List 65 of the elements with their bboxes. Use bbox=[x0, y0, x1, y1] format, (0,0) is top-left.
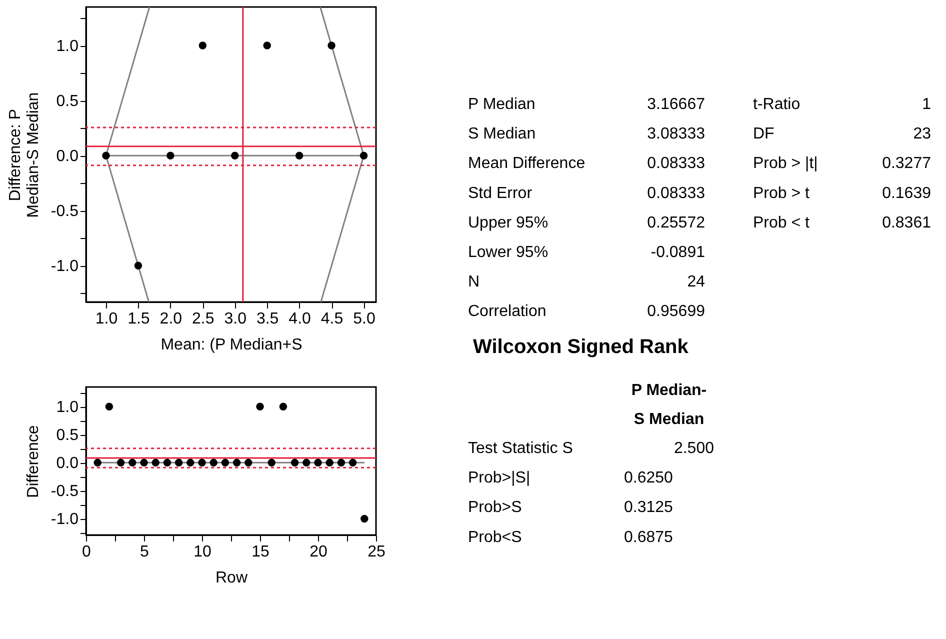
y-tick-label: 0.5 bbox=[56, 427, 79, 444]
y-tick-label: -1.0 bbox=[50, 258, 79, 276]
x-tick-label: 5.0 bbox=[353, 310, 376, 328]
text: Prob<S bbox=[468, 528, 522, 546]
x-tick-label: 20 bbox=[310, 544, 328, 560]
y-tick-label: -1.0 bbox=[50, 511, 79, 528]
x-tick-label: 4.0 bbox=[288, 310, 312, 328]
text: t-Ratio bbox=[753, 96, 800, 113]
text: -0.0891 bbox=[650, 244, 706, 261]
text: Mean Difference bbox=[468, 155, 586, 172]
y-tick-label: 0.0 bbox=[56, 148, 79, 166]
text: Prob > t bbox=[753, 184, 810, 202]
text: Upper 95% bbox=[468, 214, 548, 232]
x-tick-label: 10 bbox=[194, 544, 212, 560]
y-axis-title: Difference: P Median-S Median bbox=[6, 92, 42, 218]
text: 0.3125 bbox=[624, 499, 674, 516]
text: 0.6875 bbox=[624, 528, 674, 546]
text: Prob>S bbox=[468, 499, 522, 516]
x-tick-label: 5 bbox=[140, 544, 150, 560]
text: DF bbox=[753, 126, 775, 143]
text: 0.1639 bbox=[882, 184, 932, 202]
y-tick-label: -0.5 bbox=[50, 203, 79, 220]
text: S Median bbox=[468, 126, 536, 143]
text: Std Error bbox=[468, 184, 533, 202]
text: 3.16667 bbox=[647, 96, 706, 113]
x-tick-label: 15 bbox=[252, 544, 270, 560]
y-axis-title: Difference bbox=[24, 425, 42, 498]
x-tick-label: 3.5 bbox=[256, 310, 279, 328]
x-axis-title: Mean: (P Median+S bbox=[160, 336, 302, 354]
x-axis-title: Row bbox=[215, 570, 248, 586]
text: Prob < t bbox=[753, 214, 810, 232]
text: 0.08333 bbox=[647, 184, 706, 202]
y-tick-label: 0.5 bbox=[56, 93, 79, 110]
x-tick-label: 4.5 bbox=[320, 310, 344, 328]
text: P Median- S Median bbox=[631, 382, 707, 428]
text: 23 bbox=[913, 126, 932, 143]
text: Wilcoxon Signed Rank bbox=[473, 336, 690, 358]
text: 0.6250 bbox=[624, 470, 674, 487]
text: Lower 95% bbox=[468, 244, 548, 261]
text: 0.3277 bbox=[882, 155, 932, 172]
text: 0.08333 bbox=[647, 155, 706, 172]
text: P Median bbox=[468, 96, 536, 113]
text: Prob>|S| bbox=[468, 470, 530, 487]
text: N bbox=[468, 274, 480, 291]
x-tick-label: 1.0 bbox=[95, 310, 118, 328]
text: 0.8361 bbox=[882, 214, 932, 232]
text: 1 bbox=[922, 96, 932, 113]
x-tick-label: 1.5 bbox=[128, 310, 150, 328]
text: 24 bbox=[687, 274, 706, 291]
x-tick-label: 25 bbox=[368, 544, 386, 560]
text: 3.08333 bbox=[647, 126, 706, 143]
text: 2.500 bbox=[674, 440, 714, 457]
text: 0.95699 bbox=[647, 303, 706, 320]
y-tick-label: 1.0 bbox=[56, 38, 79, 56]
y-tick-label: -0.5 bbox=[50, 483, 79, 500]
x-tick-label: 2.5 bbox=[192, 310, 214, 328]
y-tick-label: 0.0 bbox=[56, 455, 79, 472]
x-tick-label: 2.0 bbox=[160, 310, 182, 328]
x-tick-label: 3.0 bbox=[224, 310, 247, 328]
text: Correlation bbox=[468, 303, 546, 320]
x-tick-label: 0 bbox=[82, 544, 92, 560]
y-tick-label: 1.0 bbox=[56, 399, 79, 416]
text: 0.25572 bbox=[647, 214, 706, 232]
text: Prob > |t| bbox=[753, 155, 818, 172]
text: Test Statistic S bbox=[468, 440, 573, 457]
